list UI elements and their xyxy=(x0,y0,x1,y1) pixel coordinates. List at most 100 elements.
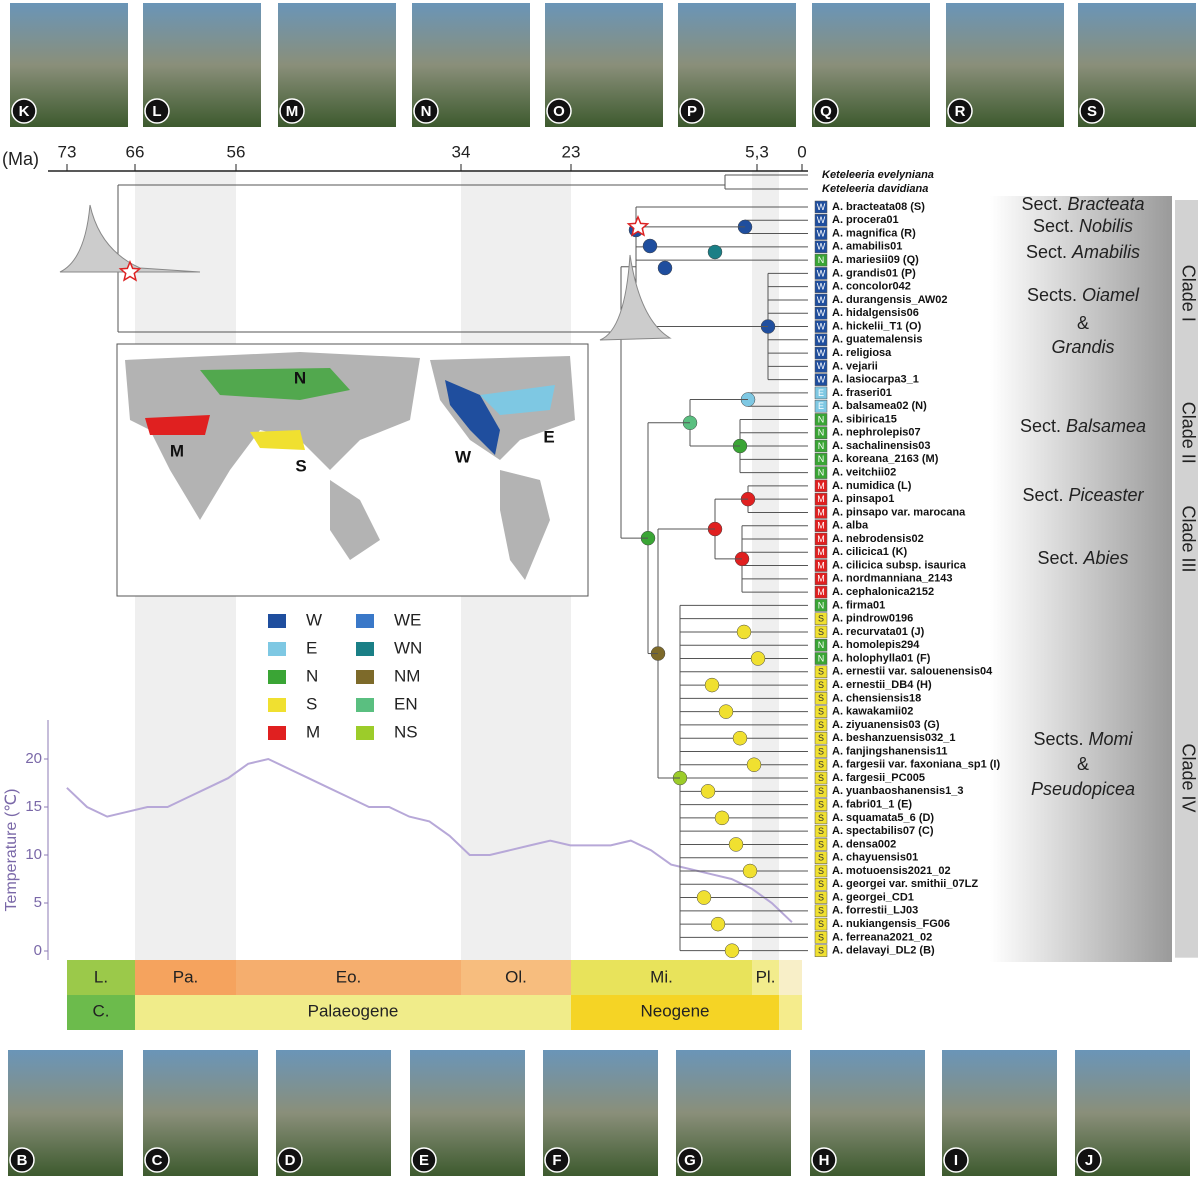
taxon-label: A. alba xyxy=(832,520,869,532)
region-code-box xyxy=(814,692,828,705)
region-code: N xyxy=(818,414,825,424)
taxon-label: A. mariesii09 (Q) xyxy=(832,254,919,266)
temp-axis-label: Temperature (℃) xyxy=(3,789,20,912)
taxon-label: A. spectabilis07 (C) xyxy=(832,825,934,837)
region-code: S xyxy=(818,839,824,849)
legend-swatch xyxy=(268,726,286,740)
region-code-box xyxy=(814,665,828,679)
continent xyxy=(500,470,550,580)
axis-tick-label: 66 xyxy=(126,142,145,161)
region-code: E xyxy=(818,401,824,411)
region-code-box xyxy=(814,811,828,825)
taxon-label: A. nebrodensis02 xyxy=(832,533,924,545)
region-code-box xyxy=(814,838,828,851)
region-code: N xyxy=(818,441,825,451)
axis-tick-label: 73 xyxy=(58,142,77,161)
map-label: N xyxy=(294,368,306,387)
taxon-label: A. hickelii_T1 (O) xyxy=(832,320,922,332)
outgroup-label: Keteleeria evelyniana xyxy=(822,169,934,181)
map-label: W xyxy=(455,447,472,466)
legend-swatch xyxy=(268,698,286,712)
section-prefix: Sects. xyxy=(1027,285,1077,305)
taxon-label: A. delavayi_DL2 (B) xyxy=(832,945,935,957)
region-code-box xyxy=(814,413,828,426)
photo-letter: E xyxy=(419,1152,429,1169)
region-code: M xyxy=(817,574,825,584)
section-label: & xyxy=(1077,313,1089,333)
photo-letter: M xyxy=(286,103,299,120)
photo-letter: N xyxy=(421,103,432,120)
region-code: S xyxy=(818,746,824,756)
region-code: M xyxy=(817,481,825,491)
section-name: Pseudopicea xyxy=(1031,779,1135,799)
section-prefix: Sect. xyxy=(1020,416,1061,436)
region-code: W xyxy=(817,375,826,385)
photo-badge xyxy=(411,1147,437,1173)
region-code-box xyxy=(814,546,828,559)
section-name: & xyxy=(1077,754,1089,774)
section-prefix: Sect. xyxy=(1033,216,1074,236)
taxon-label: A. sibirica15 xyxy=(832,413,897,425)
photo-letter: G xyxy=(684,1152,696,1169)
section-label: Sects. Oiamel xyxy=(1027,285,1140,305)
region-code-box xyxy=(814,824,828,838)
region-code-box xyxy=(814,453,828,466)
region-code-box xyxy=(814,851,828,864)
ancestral-area xyxy=(718,704,734,719)
region-code-box xyxy=(814,519,828,532)
legend-swatch xyxy=(268,614,286,628)
taxon-label: A. pinsapo1 xyxy=(832,493,894,505)
photo-letter: B xyxy=(17,1152,28,1169)
epoch-box xyxy=(135,960,236,995)
outgroup-label: Keteleeria davidiana xyxy=(822,183,928,195)
taxon-label: A. grandis01 (P) xyxy=(832,267,916,279)
taxon-label: A. beshanzuensis032_1 xyxy=(832,732,956,744)
taxon-label: A. ernestii var. salouenensis04 xyxy=(832,666,993,678)
photo-badge xyxy=(1079,98,1105,124)
taxon-label: A. fargesii var. faxoniana_sp1 (I) xyxy=(832,759,1000,771)
ancestral-area xyxy=(746,757,762,773)
clade-box xyxy=(1175,598,1198,958)
region-code: S xyxy=(818,614,824,624)
section-prefix: Sect. xyxy=(1022,485,1063,505)
region-code: S xyxy=(818,826,824,836)
region-code: W xyxy=(817,282,826,292)
photo-badge xyxy=(144,98,170,124)
taxon-label: A. amabilis01 xyxy=(832,241,902,253)
region-code: S xyxy=(818,853,824,863)
region-code: M xyxy=(817,521,825,531)
epoch-box xyxy=(236,960,461,995)
epoch-label: Eo. xyxy=(336,967,362,986)
photo-badge xyxy=(943,1147,969,1173)
photo-badge xyxy=(1076,1147,1102,1173)
region-code: S xyxy=(818,866,824,876)
age-density xyxy=(599,254,672,341)
taxon-label: A. cilicica subsp. isaurica xyxy=(832,559,967,571)
taxon-label: A. vejarii xyxy=(832,360,878,372)
photo-letter: S xyxy=(1087,103,1097,120)
epoch-box xyxy=(779,960,802,995)
region-code-box xyxy=(814,864,828,878)
region-code-box xyxy=(814,678,828,692)
section-band xyxy=(990,196,1172,962)
region-code: S xyxy=(818,733,824,743)
epoch-label: Pa. xyxy=(173,967,199,986)
taxon-label: A. cephalonica2152 xyxy=(832,586,934,598)
region-code: W xyxy=(817,321,826,331)
region-code: W xyxy=(817,215,826,225)
region-code-box xyxy=(814,532,828,546)
legend-label: S xyxy=(306,694,317,713)
region-code-box xyxy=(814,466,828,479)
ancestral-area xyxy=(724,943,740,958)
legend-label: NS xyxy=(394,722,418,741)
region-code-box xyxy=(814,333,828,347)
region-code: E xyxy=(818,388,824,398)
region-code-box xyxy=(814,506,828,519)
period-label: Palaeogene xyxy=(308,1001,399,1020)
region-code: S xyxy=(818,693,824,703)
region-code: M xyxy=(817,547,825,557)
legend-swatch xyxy=(268,670,286,684)
region-code-box xyxy=(814,280,828,293)
section-prefix: Sect. xyxy=(1037,548,1078,568)
ancestral-area xyxy=(657,260,673,276)
